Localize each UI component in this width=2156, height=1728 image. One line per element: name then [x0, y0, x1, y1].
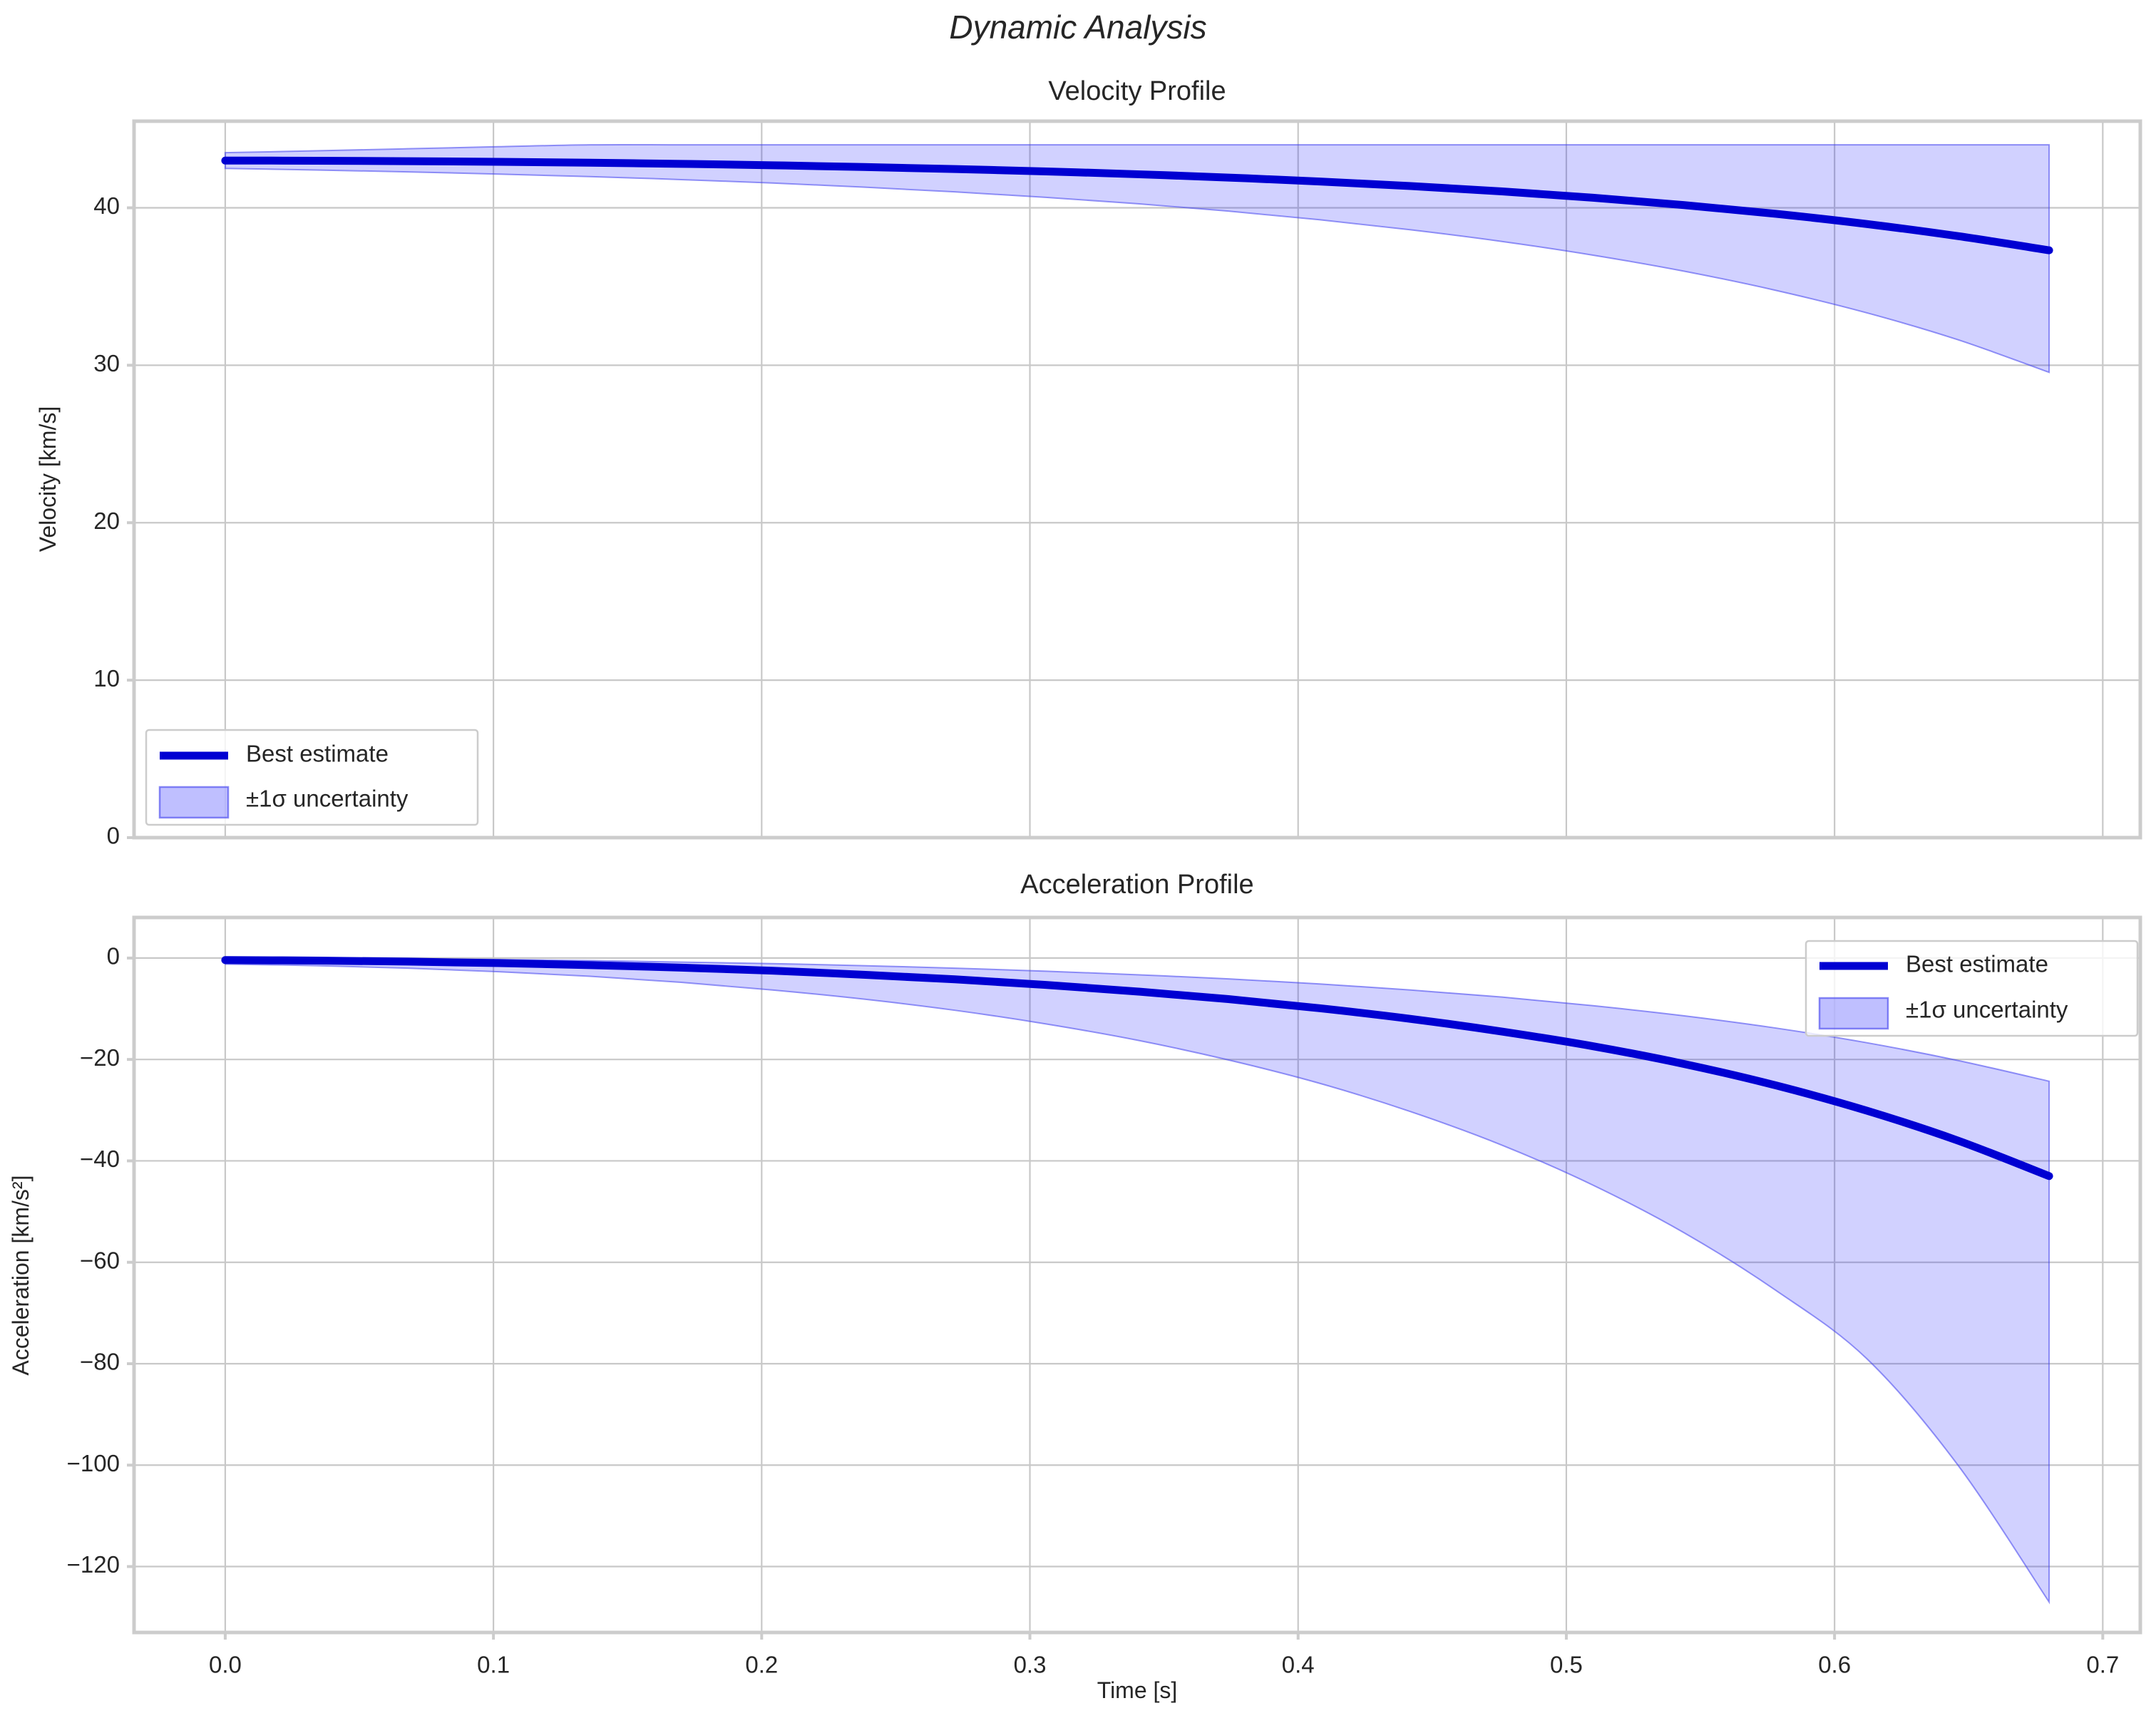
- x-tick-label: 0.1: [477, 1652, 510, 1678]
- y-tick-label: 10: [93, 665, 120, 691]
- velocity-y-tick-labels: 0 10 20 30 40: [93, 192, 134, 849]
- y-tick-label: 30: [93, 350, 120, 376]
- acceleration-y-tick-labels: 0 −20 −40 −60 −80 −100 −120: [67, 943, 134, 1578]
- y-tick-label: −120: [67, 1551, 120, 1578]
- x-tick-label: 0.7: [2086, 1652, 2119, 1678]
- x-tick-label: 0.0: [209, 1652, 242, 1678]
- y-tick-label: −100: [67, 1450, 120, 1476]
- y-tick-label: 0: [107, 823, 120, 849]
- acceleration-legend-band-label: ±1σ uncertainty: [1906, 997, 2068, 1023]
- acceleration-legend-line-label: Best estimate: [1906, 951, 2048, 977]
- acceleration-best-estimate-line: [221, 956, 2053, 1181]
- velocity-legend-band-label: ±1σ uncertainty: [246, 786, 409, 812]
- x-tick-label: 0.3: [1014, 1652, 1047, 1678]
- y-tick-label: −40: [80, 1146, 120, 1172]
- velocity-y-axis-label: Velocity [km/s]: [35, 406, 61, 552]
- velocity-subplot: 0 10 20 30 40 Velocity Profile Velocity [km/…: [35, 76, 2142, 849]
- y-tick-label: 40: [93, 192, 120, 219]
- y-tick-label: 0: [107, 943, 120, 970]
- velocity-legend-band-swatch: [158, 786, 230, 819]
- velocity-legend-line-label: Best estimate: [246, 741, 389, 767]
- velocity-uncertainty-band: [224, 143, 2050, 374]
- x-tick-label: 0.2: [745, 1652, 778, 1678]
- velocity-sigma-band: [224, 143, 2050, 374]
- time-x-axis-label: Time [s]: [1097, 1677, 1178, 1703]
- acceleration-y-axis-label: Acceleration [km/s²]: [8, 1176, 34, 1376]
- acceleration-subplot: 0 −20 −40 −60 −80 −100 −120 0.0 0.1 0.2 0.3 0.4 0.5…: [8, 870, 2142, 1703]
- figure-suptitle: Dynamic Analysis: [949, 9, 1206, 46]
- acceleration-legend-band-swatch: [1818, 997, 1889, 1030]
- velocity-subplot-title: Velocity Profile: [1048, 76, 1226, 106]
- time-x-tick-labels: 0.0 0.1 0.2 0.3 0.4 0.5 0.6 0.7: [209, 1632, 2119, 1678]
- acceleration-axes-frame: [132, 915, 2142, 1635]
- acceleration-legend[interactable]: Best estimate ±1σ uncertainty: [1805, 940, 2139, 1037]
- x-tick-label: 0.5: [1550, 1652, 1583, 1678]
- velocity-best-estimate-line: [221, 156, 2053, 254]
- x-tick-label: 0.4: [1282, 1652, 1315, 1678]
- y-tick-label: 20: [93, 508, 120, 534]
- acceleration-subplot-title: Acceleration Profile: [1020, 870, 1253, 900]
- y-tick-label: −60: [80, 1247, 120, 1273]
- velocity-legend[interactable]: Best estimate ±1σ uncertainty: [145, 729, 479, 826]
- y-tick-label: −80: [80, 1349, 120, 1375]
- velocity-axes-frame: [132, 119, 2142, 840]
- acceleration-uncertainty-band: [224, 957, 2050, 1605]
- y-tick-label: −20: [80, 1044, 120, 1071]
- acceleration-sigma-band: [224, 957, 2050, 1605]
- x-tick-label: 0.6: [1818, 1652, 1851, 1678]
